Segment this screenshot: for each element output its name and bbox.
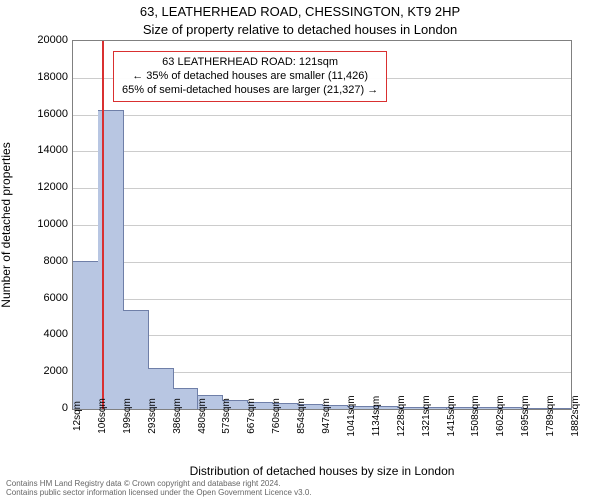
- attribution: Contains HM Land Registry data © Crown c…: [6, 480, 312, 498]
- xtick-label: 1602sqm: [495, 395, 506, 436]
- grid-line: [73, 188, 571, 189]
- chart-container: 63, LEATHERHEAD ROAD, CHESSINGTON, KT9 2…: [0, 0, 600, 500]
- annotation-line2: ← 35% of detached houses are smaller (11…: [122, 70, 378, 84]
- histogram-bar: [73, 261, 99, 409]
- xtick-label: 1321sqm: [421, 395, 432, 436]
- xtick-label: 667sqm: [246, 398, 257, 434]
- plot-area: 63 LEATHERHEAD ROAD: 121sqm ← 35% of det…: [72, 40, 572, 410]
- grid-line: [73, 115, 571, 116]
- ytick-label: 4000: [18, 328, 68, 340]
- xtick-label: 1508sqm: [470, 395, 481, 436]
- ytick-label: 20000: [18, 34, 68, 46]
- annotation-box: 63 LEATHERHEAD ROAD: 121sqm ← 35% of det…: [113, 51, 387, 102]
- ytick-label: 14000: [18, 144, 68, 156]
- annotation-line3: 65% of semi-detached houses are larger (…: [122, 84, 378, 98]
- xtick-label: 1041sqm: [346, 395, 357, 436]
- ytick-label: 18000: [18, 71, 68, 83]
- xtick-label: 199sqm: [122, 398, 133, 434]
- grid-line: [73, 225, 571, 226]
- grid-line: [73, 262, 571, 263]
- ytick-label: 8000: [18, 255, 68, 267]
- histogram-bar: [123, 310, 149, 409]
- xtick-label: 293sqm: [147, 398, 158, 434]
- x-axis-label: Distribution of detached houses by size …: [72, 464, 572, 478]
- xtick-label: 106sqm: [97, 398, 108, 434]
- xtick-label: 1415sqm: [446, 395, 457, 436]
- xtick-label: 386sqm: [172, 398, 183, 434]
- xtick-label: 1228sqm: [396, 395, 407, 436]
- ytick-label: 12000: [18, 181, 68, 193]
- chart-subtitle: Size of property relative to detached ho…: [0, 22, 600, 37]
- ytick-label: 0: [18, 402, 68, 414]
- xtick-label: 760sqm: [271, 398, 282, 434]
- attribution-line2: Contains public sector information licen…: [6, 489, 312, 498]
- xtick-label: 947sqm: [321, 398, 332, 434]
- xtick-label: 573sqm: [221, 398, 232, 434]
- ytick-label: 10000: [18, 218, 68, 230]
- chart-title-address: 63, LEATHERHEAD ROAD, CHESSINGTON, KT9 2…: [0, 4, 600, 19]
- grid-line: [73, 151, 571, 152]
- xtick-label: 1789sqm: [545, 395, 556, 436]
- ytick-label: 2000: [18, 365, 68, 377]
- y-axis-label: Number of detached properties: [0, 142, 13, 307]
- xtick-label: 1695sqm: [520, 395, 531, 436]
- reference-line: [102, 41, 104, 409]
- xtick-label: 12sqm: [72, 401, 83, 431]
- xtick-label: 1134sqm: [371, 396, 382, 436]
- ytick-label: 6000: [18, 292, 68, 304]
- annotation-line1: 63 LEATHERHEAD ROAD: 121sqm: [122, 56, 378, 70]
- xtick-label: 1882sqm: [570, 395, 581, 436]
- xtick-label: 480sqm: [197, 398, 208, 434]
- grid-line: [73, 299, 571, 300]
- xtick-label: 854sqm: [296, 398, 307, 434]
- ytick-label: 16000: [18, 108, 68, 120]
